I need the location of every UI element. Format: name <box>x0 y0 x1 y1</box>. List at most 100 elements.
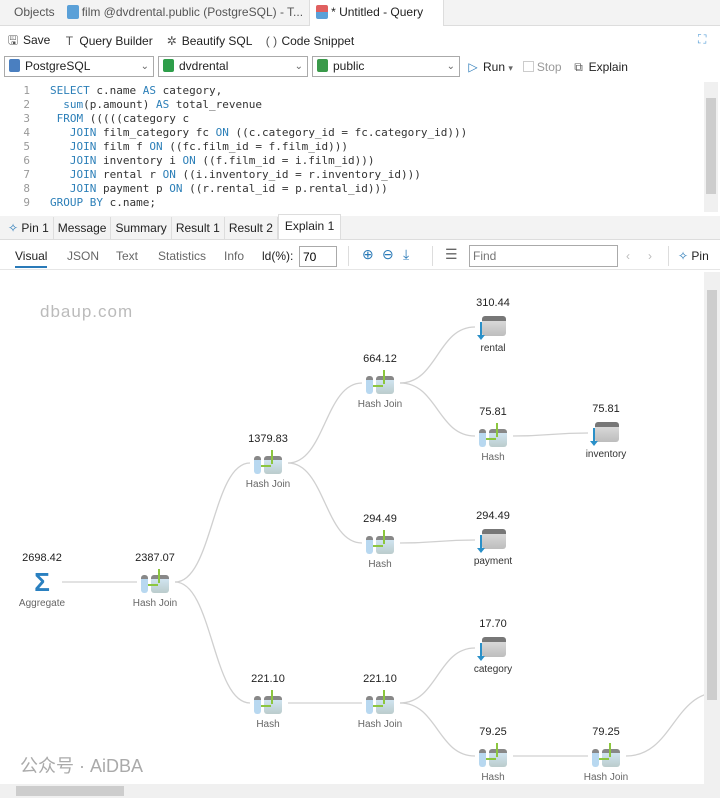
line-number: 7 <box>23 168 30 181</box>
node-label: Aggregate <box>18 598 66 609</box>
node-label: Hash Join <box>583 772 629 783</box>
beautify-label: Beautify SQL <box>181 34 253 48</box>
subtab-info[interactable]: Info <box>224 249 245 263</box>
plan-node-hash[interactable]: 79.25 Hash <box>448 726 538 783</box>
plan-node-rental[interactable]: 310.44 rental <box>448 297 538 354</box>
code-snippet-button[interactable]: ( ) Code Snippet <box>264 34 354 48</box>
save-button[interactable]: 🖫 Save <box>6 31 50 52</box>
plan-node-inventory[interactable]: 75.81 inventory <box>561 403 651 460</box>
plan-edge <box>399 326 476 384</box>
plan-edge <box>399 702 476 757</box>
subtab-visual[interactable]: Visual <box>15 249 48 268</box>
maximize-icon[interactable]: ⛶ <box>698 32 707 46</box>
tab-untitled-query[interactable]: * Untitled - Query <box>309 0 445 26</box>
snippet-label: Code Snippet <box>281 34 355 48</box>
stop-button[interactable]: Stop <box>522 60 562 74</box>
line-number: 6 <box>23 154 30 167</box>
node-cost: 75.81 <box>479 406 507 418</box>
connection-select[interactable]: PostgreSQL ⌄ <box>4 56 154 77</box>
node-label: Hash <box>481 772 505 783</box>
plan-node-hash[interactable]: 221.10 Hash <box>223 673 313 730</box>
divider <box>668 246 669 266</box>
plan-node-aggregate[interactable]: 2698.42 Σ Aggregate <box>0 552 87 609</box>
tab-pin-1[interactable]: ✧ Pin 1 <box>4 217 54 239</box>
plan-node-hash-join[interactable]: 79.25 Hash Join <box>561 726 651 783</box>
subtab-text[interactable]: Text <box>116 249 139 263</box>
canvas-vertical-scrollbar[interactable] <box>704 272 720 784</box>
previous-icon[interactable]: ‹ <box>626 249 630 263</box>
tab-summary[interactable]: Summary <box>111 217 172 239</box>
node-cost: 79.25 <box>479 726 507 738</box>
plan-node-hash[interactable]: 75.81 Hash <box>448 406 538 463</box>
code-text: JOIN film f ON ((fc.film_id = f.film_id)… <box>69 140 349 153</box>
tab-result-1[interactable]: Result 1 <box>172 217 225 239</box>
hash-join-icon <box>139 569 171 595</box>
zoom-out-icon[interactable]: ⊖ <box>382 246 394 262</box>
query-builder-label: Query Builder <box>79 34 153 48</box>
scrollbar-thumb[interactable] <box>707 290 717 700</box>
schema-value: public <box>333 59 365 73</box>
plan-edge <box>174 581 251 704</box>
tab-explain-1[interactable]: Explain 1 <box>277 214 342 239</box>
divider <box>432 246 433 266</box>
hash-join-icon <box>252 690 284 716</box>
plan-node-category[interactable]: 17.70 category <box>448 618 538 675</box>
filter-icon[interactable]: ☰ <box>445 246 458 262</box>
code-text: JOIN inventory i ON ((f.film_id = i.film… <box>69 154 375 167</box>
plan-node-hash[interactable]: 294.49 Hash <box>335 513 425 570</box>
plan-node-hash-join[interactable]: 221.10 Hash Join <box>335 673 425 730</box>
scrollbar-thumb[interactable] <box>706 98 716 194</box>
save-label: Save <box>23 32 51 47</box>
sql-editor[interactable]: 1 SELECT c.name AS category, 2 sum(p.amoun… <box>0 81 704 212</box>
plan-node-payment[interactable]: 294.49 payment <box>448 510 538 567</box>
schema-icon <box>317 59 328 72</box>
node-label: Hash <box>368 559 392 570</box>
tab-result-2[interactable]: Result 2 <box>225 217 278 239</box>
magic-wand-icon: ✲ <box>166 34 177 48</box>
tab-label: Objects <box>14 5 55 19</box>
canvas-horizontal-scrollbar[interactable] <box>0 784 720 798</box>
run-button[interactable]: ▷ Run ▾ <box>466 60 513 74</box>
beautify-sql-button[interactable]: ✲ Beautify SQL <box>165 34 253 48</box>
tab-objects[interactable]: Objects <box>8 0 61 26</box>
download-icon[interactable]: ⤓ <box>403 246 410 262</box>
schema-select[interactable]: public ⌄ <box>312 56 460 77</box>
connection-value: PostgreSQL <box>25 59 91 73</box>
tab-film-table[interactable]: film @dvdrental.public (PostgreSQL) - T.… <box>61 0 309 26</box>
scrollbar-thumb[interactable] <box>16 786 124 796</box>
hash-join-icon <box>477 743 509 769</box>
code-text: sum(p.amount) AS total_revenue <box>63 98 262 111</box>
explain-plan-canvas[interactable]: dbaup.com 2698.42 Σ Aggregate 2387.07 Hash J… <box>0 272 704 784</box>
node-cost: 294.49 <box>476 510 510 522</box>
code-text: JOIN film_category fc ON ((c.category_id… <box>69 126 468 139</box>
next-icon[interactable]: › <box>648 249 652 263</box>
subtab-json[interactable]: JSON <box>67 249 100 263</box>
run-dropdown-icon[interactable]: ▾ <box>508 63 513 73</box>
pin-button[interactable]: ✧ Pin <box>678 249 709 263</box>
node-label: Hash Join <box>357 399 403 410</box>
zoom-in-icon[interactable]: ⊕ <box>362 246 374 262</box>
save-icon: 🖫 <box>7 32 19 47</box>
plan-node-hash-join[interactable]: 2387.07 Hash Join <box>110 552 200 609</box>
node-cost: 2387.07 <box>135 552 175 564</box>
plan-edge <box>287 382 363 464</box>
editor-scrollbar[interactable] <box>704 82 718 212</box>
code-text: FROM (((((category c <box>56 112 190 125</box>
plan-node-hash-join[interactable]: 664.12 Hash Join <box>335 353 425 410</box>
query-builder-button[interactable]: T Query Builder <box>62 34 153 48</box>
explain-button[interactable]: ⧉ Explain <box>572 60 628 75</box>
database-icon <box>163 59 174 72</box>
plan-node-hash-join[interactable]: 1379.83 Hash Join <box>223 433 313 490</box>
tab-message[interactable]: Message <box>54 217 112 239</box>
ld-percent-input[interactable] <box>299 246 337 267</box>
find-input[interactable] <box>469 245 618 267</box>
explain-label: Explain <box>588 59 628 74</box>
pin-label: Pin <box>691 249 709 263</box>
tab-label: * Untitled - Query <box>331 5 424 19</box>
line-number: 1 <box>23 84 30 97</box>
node-label: inventory <box>585 449 627 460</box>
subtab-statistics[interactable]: Statistics <box>158 249 207 263</box>
database-select[interactable]: dvdrental ⌄ <box>158 56 308 77</box>
line-number: 5 <box>23 140 30 153</box>
hash-join-icon <box>364 530 396 556</box>
